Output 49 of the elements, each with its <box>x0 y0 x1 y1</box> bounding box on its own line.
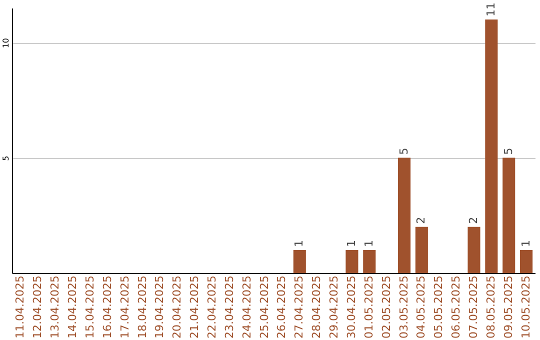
bar <box>363 250 376 273</box>
y-tick-label: 10 <box>2 38 10 48</box>
x-tick-label: 05.05.2025 <box>432 276 446 338</box>
x-tick-label: 24.04.2025 <box>240 276 254 338</box>
bar <box>346 250 358 273</box>
data-label: 2 <box>414 216 428 224</box>
x-tick-label: 29.04.2025 <box>328 276 341 338</box>
x-tick-label: 22.04.2025 <box>205 276 218 338</box>
x-tick-label: 26.04.2025 <box>275 276 288 338</box>
x-tick-label: 16.04.2025 <box>100 276 114 338</box>
data-label: 1 <box>519 240 532 247</box>
data-label: 5 <box>502 148 515 155</box>
bar <box>415 226 428 273</box>
x-tick-label: 19.04.2025 <box>153 276 166 338</box>
x-tick-label: 08.05.2025 <box>484 276 498 338</box>
x-tick-label: 03.05.2025 <box>397 276 410 338</box>
x-tick-label: 25.04.2025 <box>258 276 271 338</box>
x-tick-label: 28.04.2025 <box>310 276 324 338</box>
x-tick-label: 04.05.2025 <box>414 276 428 338</box>
x-tick-label: 13.04.2025 <box>48 276 62 338</box>
x-tick-label: 02.05.2025 <box>380 276 393 338</box>
x-tick-label: 20.04.2025 <box>170 276 184 338</box>
x-tick-label: 06.05.2025 <box>450 276 463 338</box>
bar <box>293 250 306 273</box>
x-tick-label: 23.04.2025 <box>222 276 236 338</box>
bar <box>485 20 498 273</box>
data-label: 1 <box>344 240 358 247</box>
x-tick-label: 17.04.2025 <box>118 276 132 338</box>
x-tick-label: 14.04.2025 <box>66 276 80 338</box>
x-tick-label: 27.04.2025 <box>292 276 306 338</box>
x-tick-label: 07.05.2025 <box>466 276 480 338</box>
bar <box>468 226 480 273</box>
x-tick-label: 11.04.2025 <box>14 276 27 338</box>
bar <box>502 158 516 273</box>
x-tick-label: 21.04.2025 <box>188 276 202 338</box>
data-label: 11 <box>484 2 498 17</box>
x-tick-label: 01.05.2025 <box>362 276 376 338</box>
data-label: 5 <box>397 148 410 155</box>
data-label: 2 <box>466 216 480 224</box>
x-tick-label: 15.04.2025 <box>83 276 96 338</box>
x-tick-label: 12.04.2025 <box>31 276 44 338</box>
bar <box>398 158 411 273</box>
x-tick-label: 10.05.2025 <box>519 276 532 338</box>
x-tick-label: 18.04.2025 <box>136 276 149 338</box>
data-label: 1 <box>292 240 306 247</box>
x-tick-label: 30.04.2025 <box>344 276 358 338</box>
bar <box>520 250 533 273</box>
data-label: 1 <box>362 240 376 247</box>
x-tick-label: 09.05.2025 <box>502 276 515 338</box>
